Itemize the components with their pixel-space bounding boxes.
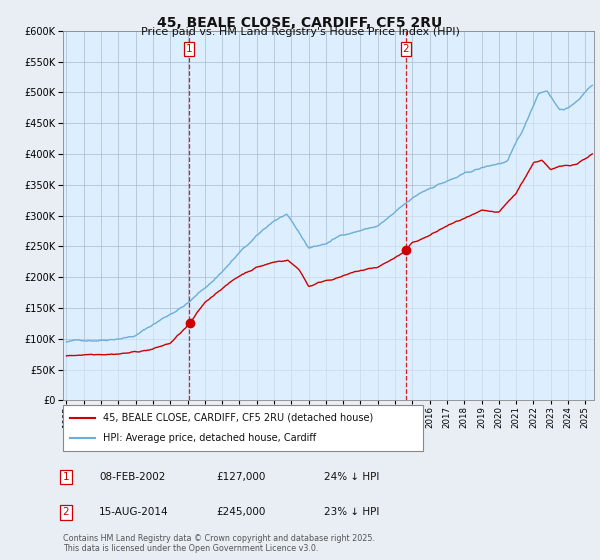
Text: 45, BEALE CLOSE, CARDIFF, CF5 2RU (detached house): 45, BEALE CLOSE, CARDIFF, CF5 2RU (detac… bbox=[103, 413, 373, 423]
Text: 24% ↓ HPI: 24% ↓ HPI bbox=[324, 472, 379, 482]
Text: £245,000: £245,000 bbox=[216, 507, 265, 517]
Text: Contains HM Land Registry data © Crown copyright and database right 2025.
This d: Contains HM Land Registry data © Crown c… bbox=[63, 534, 375, 553]
Text: 1: 1 bbox=[186, 44, 193, 54]
Text: 2: 2 bbox=[403, 44, 409, 54]
Text: 45, BEALE CLOSE, CARDIFF, CF5 2RU: 45, BEALE CLOSE, CARDIFF, CF5 2RU bbox=[157, 16, 443, 30]
Text: 2: 2 bbox=[62, 507, 70, 517]
Text: £127,000: £127,000 bbox=[216, 472, 265, 482]
Text: 1: 1 bbox=[62, 472, 70, 482]
Text: HPI: Average price, detached house, Cardiff: HPI: Average price, detached house, Card… bbox=[103, 433, 316, 443]
Text: 23% ↓ HPI: 23% ↓ HPI bbox=[324, 507, 379, 517]
Text: Price paid vs. HM Land Registry's House Price Index (HPI): Price paid vs. HM Land Registry's House … bbox=[140, 27, 460, 37]
Text: 15-AUG-2014: 15-AUG-2014 bbox=[99, 507, 169, 517]
Text: 08-FEB-2002: 08-FEB-2002 bbox=[99, 472, 166, 482]
FancyBboxPatch shape bbox=[63, 405, 423, 451]
